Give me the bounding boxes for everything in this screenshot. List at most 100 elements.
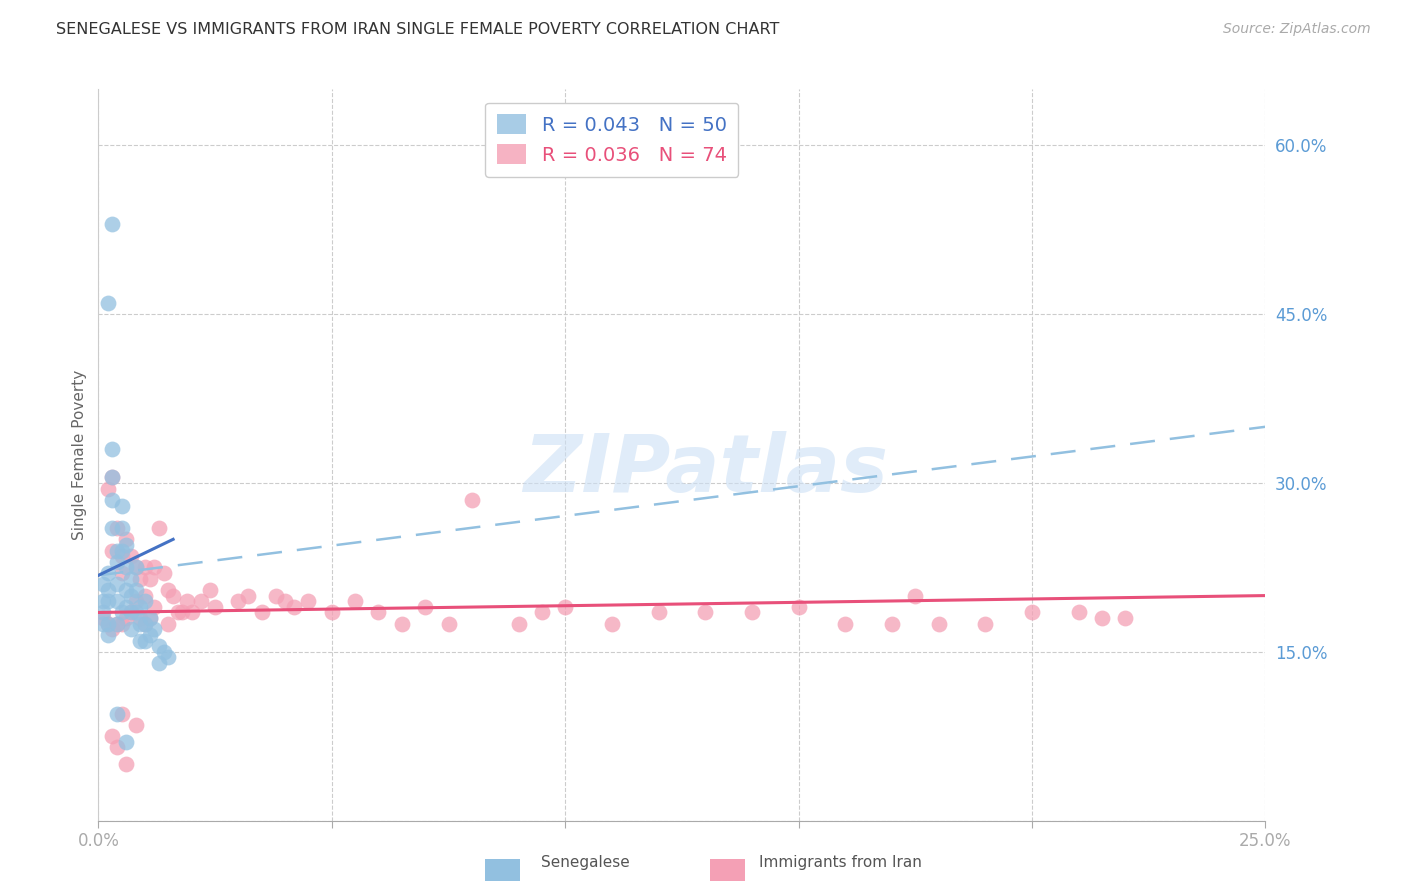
Point [101, 543, 124, 558]
Point [344, 594, 367, 608]
Y-axis label: Single Female Poverty: Single Female Poverty [72, 370, 87, 540]
Point [120, 589, 142, 603]
Point [228, 594, 250, 608]
Point [101, 521, 124, 535]
Point [115, 599, 138, 614]
Point [101, 442, 124, 457]
Point [250, 606, 273, 620]
Point [200, 582, 222, 597]
Point [129, 633, 152, 648]
Point [111, 549, 134, 564]
Point [97, 582, 120, 597]
Point [115, 611, 138, 625]
Point [143, 599, 166, 614]
Point [1114, 611, 1136, 625]
Point [134, 616, 156, 631]
Point [974, 616, 997, 631]
Point [834, 616, 856, 631]
Point [530, 606, 553, 620]
Point [741, 606, 763, 620]
Point [105, 555, 128, 569]
Point [134, 594, 156, 608]
Point [148, 639, 170, 653]
Point [101, 623, 124, 637]
Point [115, 533, 138, 547]
Point [508, 616, 530, 631]
Point [1091, 611, 1114, 625]
Point [367, 606, 389, 620]
Point [125, 560, 148, 574]
Point [97, 616, 120, 631]
Point [461, 492, 484, 507]
Point [321, 606, 343, 620]
Point [787, 599, 810, 614]
Point [97, 296, 120, 310]
Point [111, 616, 134, 631]
Point [105, 594, 128, 608]
Point [115, 560, 138, 574]
Point [115, 757, 138, 772]
Point [120, 606, 142, 620]
Text: Immigrants from Iran: Immigrants from Iran [759, 855, 922, 870]
Point [190, 594, 212, 608]
Point [152, 645, 174, 659]
Point [120, 606, 142, 620]
Point [105, 577, 128, 591]
Point [413, 599, 436, 614]
Point [139, 628, 162, 642]
Point [880, 616, 903, 631]
Point [148, 521, 170, 535]
Point [115, 538, 138, 552]
Point [134, 560, 156, 574]
Text: SENEGALESE VS IMMIGRANTS FROM IRAN SINGLE FEMALE POVERTY CORRELATION CHART: SENEGALESE VS IMMIGRANTS FROM IRAN SINGL… [56, 22, 779, 37]
Point [172, 606, 194, 620]
Point [101, 470, 124, 484]
Point [115, 735, 138, 749]
Point [139, 611, 162, 625]
Point [105, 740, 128, 755]
Point [125, 560, 148, 574]
Point [97, 616, 120, 631]
Point [600, 616, 623, 631]
Point [91, 577, 114, 591]
Legend: R = 0.043   N = 50, R = 0.036   N = 74: R = 0.043 N = 50, R = 0.036 N = 74 [485, 103, 738, 177]
Point [152, 566, 174, 580]
Point [157, 616, 180, 631]
Point [111, 606, 134, 620]
Point [91, 606, 114, 620]
Text: Source: ZipAtlas.com: Source: ZipAtlas.com [1223, 22, 1371, 37]
Point [139, 572, 162, 586]
Point [91, 594, 114, 608]
Point [111, 543, 134, 558]
Point [129, 572, 152, 586]
Point [134, 633, 156, 648]
Point [176, 594, 198, 608]
Point [97, 482, 120, 496]
Point [162, 589, 184, 603]
Point [97, 628, 120, 642]
Text: Senegalese: Senegalese [541, 855, 630, 870]
Point [928, 616, 950, 631]
Point [391, 616, 413, 631]
Text: ZIPatlas: ZIPatlas [523, 431, 887, 508]
Point [1067, 606, 1090, 620]
Point [297, 594, 319, 608]
Point [111, 521, 134, 535]
Point [111, 706, 134, 721]
Point [554, 599, 576, 614]
Point [204, 599, 226, 614]
Point [91, 611, 114, 625]
Point [105, 543, 128, 558]
Point [97, 566, 120, 580]
Point [111, 499, 134, 513]
Point [180, 606, 202, 620]
Point [904, 589, 927, 603]
Point [120, 549, 142, 564]
Point [1021, 606, 1043, 620]
Point [105, 616, 128, 631]
Point [125, 606, 148, 620]
Point [129, 599, 152, 614]
Point [157, 650, 180, 665]
Point [111, 566, 134, 580]
Point [148, 656, 170, 670]
